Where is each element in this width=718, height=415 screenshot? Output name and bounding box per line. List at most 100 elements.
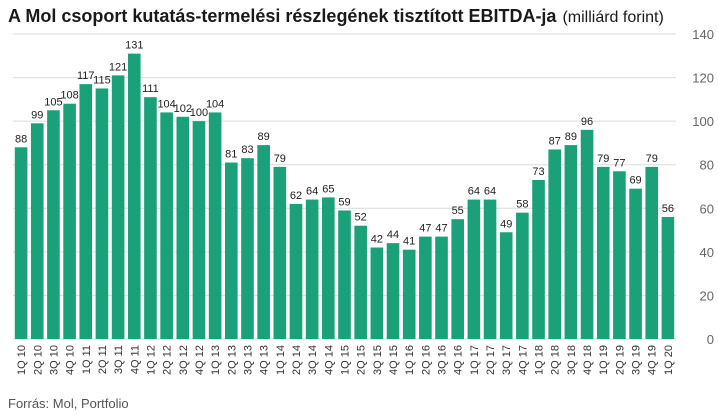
bar-layer (14, 53, 675, 340)
bar (451, 219, 464, 339)
bar (14, 147, 28, 339)
data-label: 42 (371, 234, 383, 246)
bar (370, 247, 384, 339)
x-tick-label: 4Q 11 (129, 345, 141, 374)
bar (95, 88, 109, 340)
data-label: 64 (306, 186, 318, 198)
chart-title-text: A Mol csoport kutatás-termelési részlegé… (8, 6, 557, 26)
x-tick-label: 4Q 16 (453, 345, 465, 375)
source-note: Forrás: Mol, Portfolio (8, 396, 129, 411)
bar (499, 232, 513, 339)
data-label: 83 (241, 144, 253, 156)
bar (192, 121, 206, 339)
bar (47, 110, 60, 339)
data-label: 47 (419, 223, 431, 235)
x-tick-label: 3Q 12 (178, 345, 190, 375)
data-label: 121 (109, 61, 127, 73)
data-label: 96 (581, 116, 593, 128)
bar (467, 199, 481, 339)
x-tick-label: 3Q 18 (566, 345, 578, 375)
x-tick-label: 2Q 13 (226, 345, 238, 375)
x-tick-label: 3Q 14 (307, 345, 319, 375)
y-tick-label: 40 (700, 245, 714, 260)
x-tick-label: 4Q 12 (194, 345, 206, 375)
x-tick-label: 3Q 10 (48, 345, 60, 375)
x-tick-label: 3Q 13 (242, 345, 254, 375)
bar (580, 129, 594, 339)
x-tick-label: 4Q 17 (517, 345, 529, 375)
data-label: 104 (206, 98, 224, 110)
data-label: 81 (225, 149, 237, 161)
data-label: 58 (516, 199, 528, 211)
data-label: 79 (646, 153, 658, 165)
x-tick-label: 3Q 17 (501, 345, 513, 375)
x-tick-label: 2Q 18 (550, 345, 562, 375)
data-label: 89 (258, 131, 270, 143)
bar (483, 199, 497, 339)
x-tick-label: 3Q 11 (113, 345, 125, 374)
x-tick-label: 1Q 10 (16, 345, 28, 375)
bar (516, 212, 529, 339)
bar (208, 112, 222, 340)
bar (402, 249, 416, 339)
bar (661, 217, 675, 339)
x-tick-label: 1Q 13 (210, 345, 222, 375)
x-tick-label: 4Q 14 (323, 345, 335, 375)
data-label: 64 (468, 186, 480, 198)
x-tick-label: 2Q 12 (162, 345, 174, 375)
data-label: 89 (565, 131, 577, 143)
y-tick-label: 20 (700, 288, 714, 303)
x-tick-label: 1Q 20 (663, 345, 675, 375)
bar (30, 123, 44, 339)
x-tick-label: 4Q 10 (65, 345, 77, 375)
x-tick-label: 2Q 16 (420, 345, 432, 375)
data-label: 56 (662, 203, 674, 215)
bar (176, 116, 190, 339)
y-tick-label: 80 (700, 158, 714, 173)
x-tick-label: 3Q 16 (437, 345, 449, 375)
chart-unit: (milliárd forint) (562, 9, 664, 26)
x-tick-label: 4Q 15 (388, 345, 400, 375)
x-tick-label: 4Q 18 (582, 345, 594, 375)
bar (79, 84, 93, 339)
x-tick-label: 1Q 11 (81, 345, 93, 374)
y-tick-label: 60 (700, 201, 714, 216)
bar (111, 75, 125, 339)
bar (241, 158, 254, 339)
x-tick-label: 4Q 19 (647, 345, 659, 375)
x-tick-label: 2Q 17 (485, 345, 497, 375)
bar (127, 53, 141, 340)
x-tick-label: 1Q 15 (340, 345, 352, 375)
data-label: 49 (500, 218, 512, 230)
bar (564, 145, 578, 339)
bar (435, 236, 448, 339)
data-label: 77 (613, 157, 625, 169)
bar (338, 210, 351, 339)
data-label: 79 (274, 153, 286, 165)
data-label: 104 (157, 98, 175, 110)
x-tick-label: 1Q 17 (469, 345, 481, 375)
data-label: 79 (597, 153, 609, 165)
data-label: 99 (31, 109, 43, 121)
x-tick-label: 2Q 10 (32, 345, 44, 375)
bar (225, 162, 238, 339)
chart-title: A Mol csoport kutatás-termelési részlegé… (8, 6, 664, 27)
y-tick-label: 100 (692, 114, 714, 129)
bar (273, 166, 287, 339)
x-tick-label: 2Q 11 (97, 345, 109, 374)
x-tick-label: 1Q 16 (404, 345, 416, 375)
bar (532, 179, 545, 339)
x-tick-label: 4Q 13 (259, 345, 271, 375)
data-label: 111 (142, 83, 159, 95)
x-tick-label: 1Q 19 (598, 345, 610, 375)
data-label: 100 (190, 107, 208, 119)
data-label: 59 (338, 196, 350, 208)
x-tick-label: 1Q 18 (534, 345, 546, 375)
data-label: 88 (15, 133, 27, 145)
data-label: 44 (387, 229, 399, 241)
axis-layer: 0 20 40 60 80 100 120 140 1Q 10 2Q 10 3Q 10 4Q 10 1Q… (16, 27, 714, 375)
bar (548, 149, 562, 339)
x-tick-label: 2Q 15 (356, 345, 368, 375)
bar (322, 197, 335, 339)
